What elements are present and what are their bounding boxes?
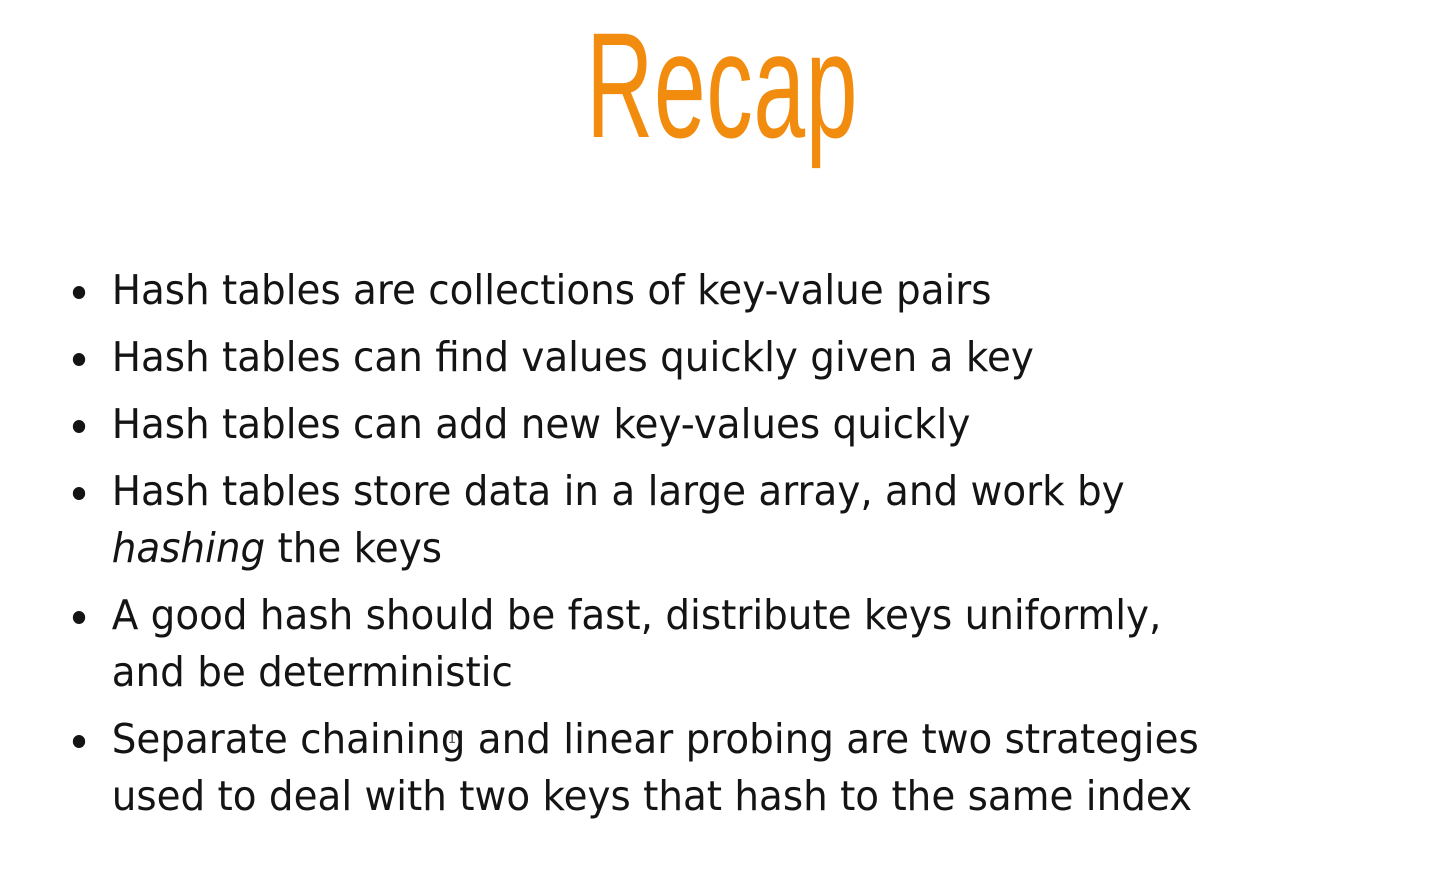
bullet-item: Hash tables can find values quickly give… — [70, 329, 1340, 386]
bullet-dot-icon — [72, 353, 86, 366]
slide-title: Recap — [586, 1, 859, 169]
bullet-text: Hash tables can add new key-values quick… — [111, 400, 971, 448]
text-cursor-icon: I — [448, 731, 457, 747]
bullet-text: A good hash should be fast, distribute k… — [111, 591, 1162, 639]
bullet-text-line-2: hashing the keys — [112, 520, 1341, 577]
bullet-item: Hash tables are collections of key-value… — [70, 262, 1340, 319]
bullet-dot-icon — [72, 735, 86, 748]
bullet-dot-icon — [72, 611, 86, 624]
bullet-item: Separate chaining and linear probing are… — [70, 711, 1340, 825]
bullet-item: A good hash should be fast, distribute k… — [70, 587, 1340, 701]
emphasis-text: hashing — [111, 524, 266, 572]
bullet-text: Separate chaining and linear probing are… — [111, 715, 1199, 763]
bullet-item: Hash tables store data in a large array,… — [70, 463, 1340, 577]
bullet-text: Hash tables are collections of key-value… — [111, 266, 992, 314]
bullet-text-rest: the keys — [265, 524, 442, 572]
bullet-text: Hash tables can find values quickly give… — [111, 333, 1034, 381]
bullet-text: Hash tables store data in a large array,… — [111, 467, 1125, 515]
bullet-dot-icon — [72, 487, 86, 500]
bullet-text-line-2: used to deal with two keys that hash to … — [111, 772, 1193, 820]
bullet-item: Hash tables can add new key-values quick… — [70, 396, 1340, 453]
bullet-dot-icon — [72, 286, 86, 299]
bullet-text-line-2: and be deterministic — [111, 648, 513, 696]
bullet-dot-icon — [72, 420, 86, 433]
bullet-list: Hash tables are collections of key-value… — [70, 262, 1410, 835]
